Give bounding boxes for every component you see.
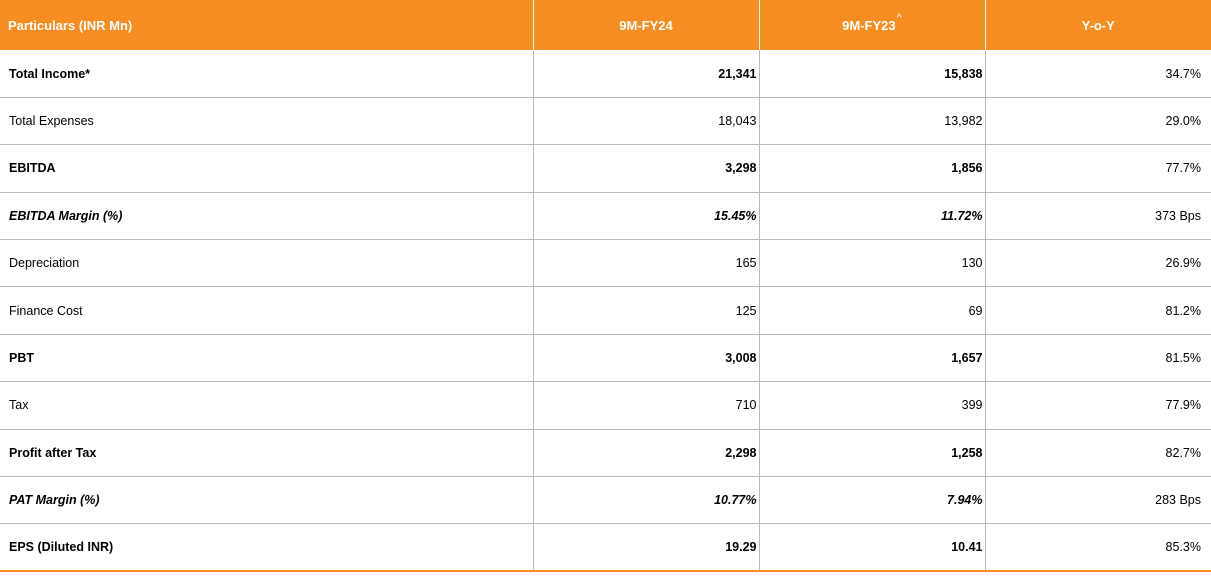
- table-row-pbt: PBT 3,008 1,657 81.5%: [0, 334, 1211, 383]
- row-label: Depreciation: [0, 239, 534, 288]
- cell-9m-fy24: 18,043: [533, 97, 760, 146]
- cell-9m-fy23: 13,982: [759, 97, 986, 146]
- cell-9m-fy23: 7.94%: [759, 476, 986, 525]
- cell-yoy: 26.9%: [985, 239, 1211, 288]
- cell-9m-fy24: 165: [533, 239, 760, 288]
- cell-9m-fy24: 15.45%: [533, 192, 760, 241]
- table-header: Particulars (INR Mn) 9M-FY24 9M-FY23^ Y-…: [0, 0, 1211, 50]
- table-body: Total Income* 21,341 15,838 34.7% Total …: [0, 50, 1211, 573]
- row-label: PAT Margin (%): [0, 476, 534, 525]
- cell-9m-fy23: 1,856: [759, 144, 986, 193]
- cell-yoy: 81.2%: [985, 286, 1211, 335]
- header-9m-fy23: 9M-FY23^: [759, 0, 986, 50]
- cell-9m-fy24: 710: [533, 381, 760, 430]
- cell-9m-fy23: 399: [759, 381, 986, 430]
- row-label: Tax: [0, 381, 534, 430]
- cell-yoy: 85.3%: [985, 523, 1211, 573]
- table-row-ebitda-margin: EBITDA Margin (%) 15.45% 11.72% 373 Bps: [0, 192, 1211, 241]
- cell-9m-fy24: 10.77%: [533, 476, 760, 525]
- table-row-ebitda: EBITDA 3,298 1,856 77.7%: [0, 144, 1211, 193]
- cell-9m-fy23: 10.41: [759, 523, 986, 573]
- row-label: Finance Cost: [0, 286, 534, 335]
- cell-9m-fy23: 1,258: [759, 429, 986, 478]
- row-label: EBITDA: [0, 144, 534, 193]
- cell-9m-fy23: 69: [759, 286, 986, 335]
- header-row: Particulars (INR Mn) 9M-FY24 9M-FY23^ Y-…: [0, 0, 1211, 50]
- row-label: EBITDA Margin (%): [0, 192, 534, 241]
- row-label: Profit after Tax: [0, 429, 534, 478]
- cell-9m-fy23: 11.72%: [759, 192, 986, 241]
- cell-9m-fy24: 19.29: [533, 523, 760, 573]
- cell-9m-fy24: 21,341: [533, 50, 760, 98]
- row-label: EPS (Diluted INR): [0, 523, 534, 573]
- row-label: Total Income*: [0, 50, 534, 98]
- cell-yoy: 29.0%: [985, 97, 1211, 146]
- table-row-total-expenses: Total Expenses 18,043 13,982 29.0%: [0, 97, 1211, 146]
- row-label: Total Expenses: [0, 97, 534, 146]
- cell-9m-fy24: 3,008: [533, 334, 760, 383]
- header-9m-fy23-caret: ^: [896, 11, 902, 24]
- row-label: PBT: [0, 334, 534, 383]
- table-row-tax: Tax 710 399 77.9%: [0, 381, 1211, 430]
- table-row-depreciation: Depreciation 165 130 26.9%: [0, 239, 1211, 288]
- header-particulars: Particulars (INR Mn): [0, 0, 534, 50]
- cell-yoy: 82.7%: [985, 429, 1211, 478]
- table-row-profit-after-tax: Profit after Tax 2,298 1,258 82.7%: [0, 429, 1211, 478]
- cell-9m-fy23: 1,657: [759, 334, 986, 383]
- header-9m-fy23-text: 9M-FY23: [842, 17, 896, 33]
- cell-9m-fy24: 3,298: [533, 144, 760, 193]
- cell-yoy: 34.7%: [985, 50, 1211, 98]
- cell-9m-fy24: 2,298: [533, 429, 760, 478]
- cell-yoy: 373 Bps: [985, 192, 1211, 241]
- header-9m-fy24: 9M-FY24: [533, 0, 760, 50]
- table-row-finance-cost: Finance Cost 125 69 81.2%: [0, 286, 1211, 335]
- cell-yoy: 81.5%: [985, 334, 1211, 383]
- cell-9m-fy23: 130: [759, 239, 986, 288]
- cell-9m-fy23: 15,838: [759, 50, 986, 98]
- cell-yoy: 77.7%: [985, 144, 1211, 193]
- cell-yoy: 283 Bps: [985, 476, 1211, 525]
- cell-yoy: 77.9%: [985, 381, 1211, 430]
- header-yoy: Y-o-Y: [985, 0, 1211, 50]
- table-row-eps: EPS (Diluted INR) 19.29 10.41 85.3%: [0, 523, 1211, 573]
- table-row-pat-margin: PAT Margin (%) 10.77% 7.94% 283 Bps: [0, 476, 1211, 525]
- cell-9m-fy24: 125: [533, 286, 760, 335]
- table-row-total-income: Total Income* 21,341 15,838 34.7%: [0, 50, 1211, 98]
